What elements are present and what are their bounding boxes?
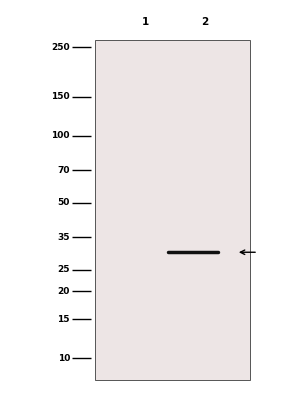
Text: 10: 10 (58, 354, 70, 363)
Text: 15: 15 (57, 315, 70, 324)
Text: 100: 100 (51, 132, 70, 140)
Text: 25: 25 (57, 265, 70, 274)
Text: 70: 70 (57, 166, 70, 175)
Text: 2: 2 (201, 17, 209, 27)
Text: 35: 35 (57, 233, 70, 242)
Text: 150: 150 (51, 92, 70, 101)
Text: 1: 1 (141, 17, 149, 27)
Text: 20: 20 (58, 287, 70, 296)
Text: 250: 250 (51, 43, 70, 52)
Bar (95, 40, 250, 380)
Text: 50: 50 (58, 198, 70, 207)
